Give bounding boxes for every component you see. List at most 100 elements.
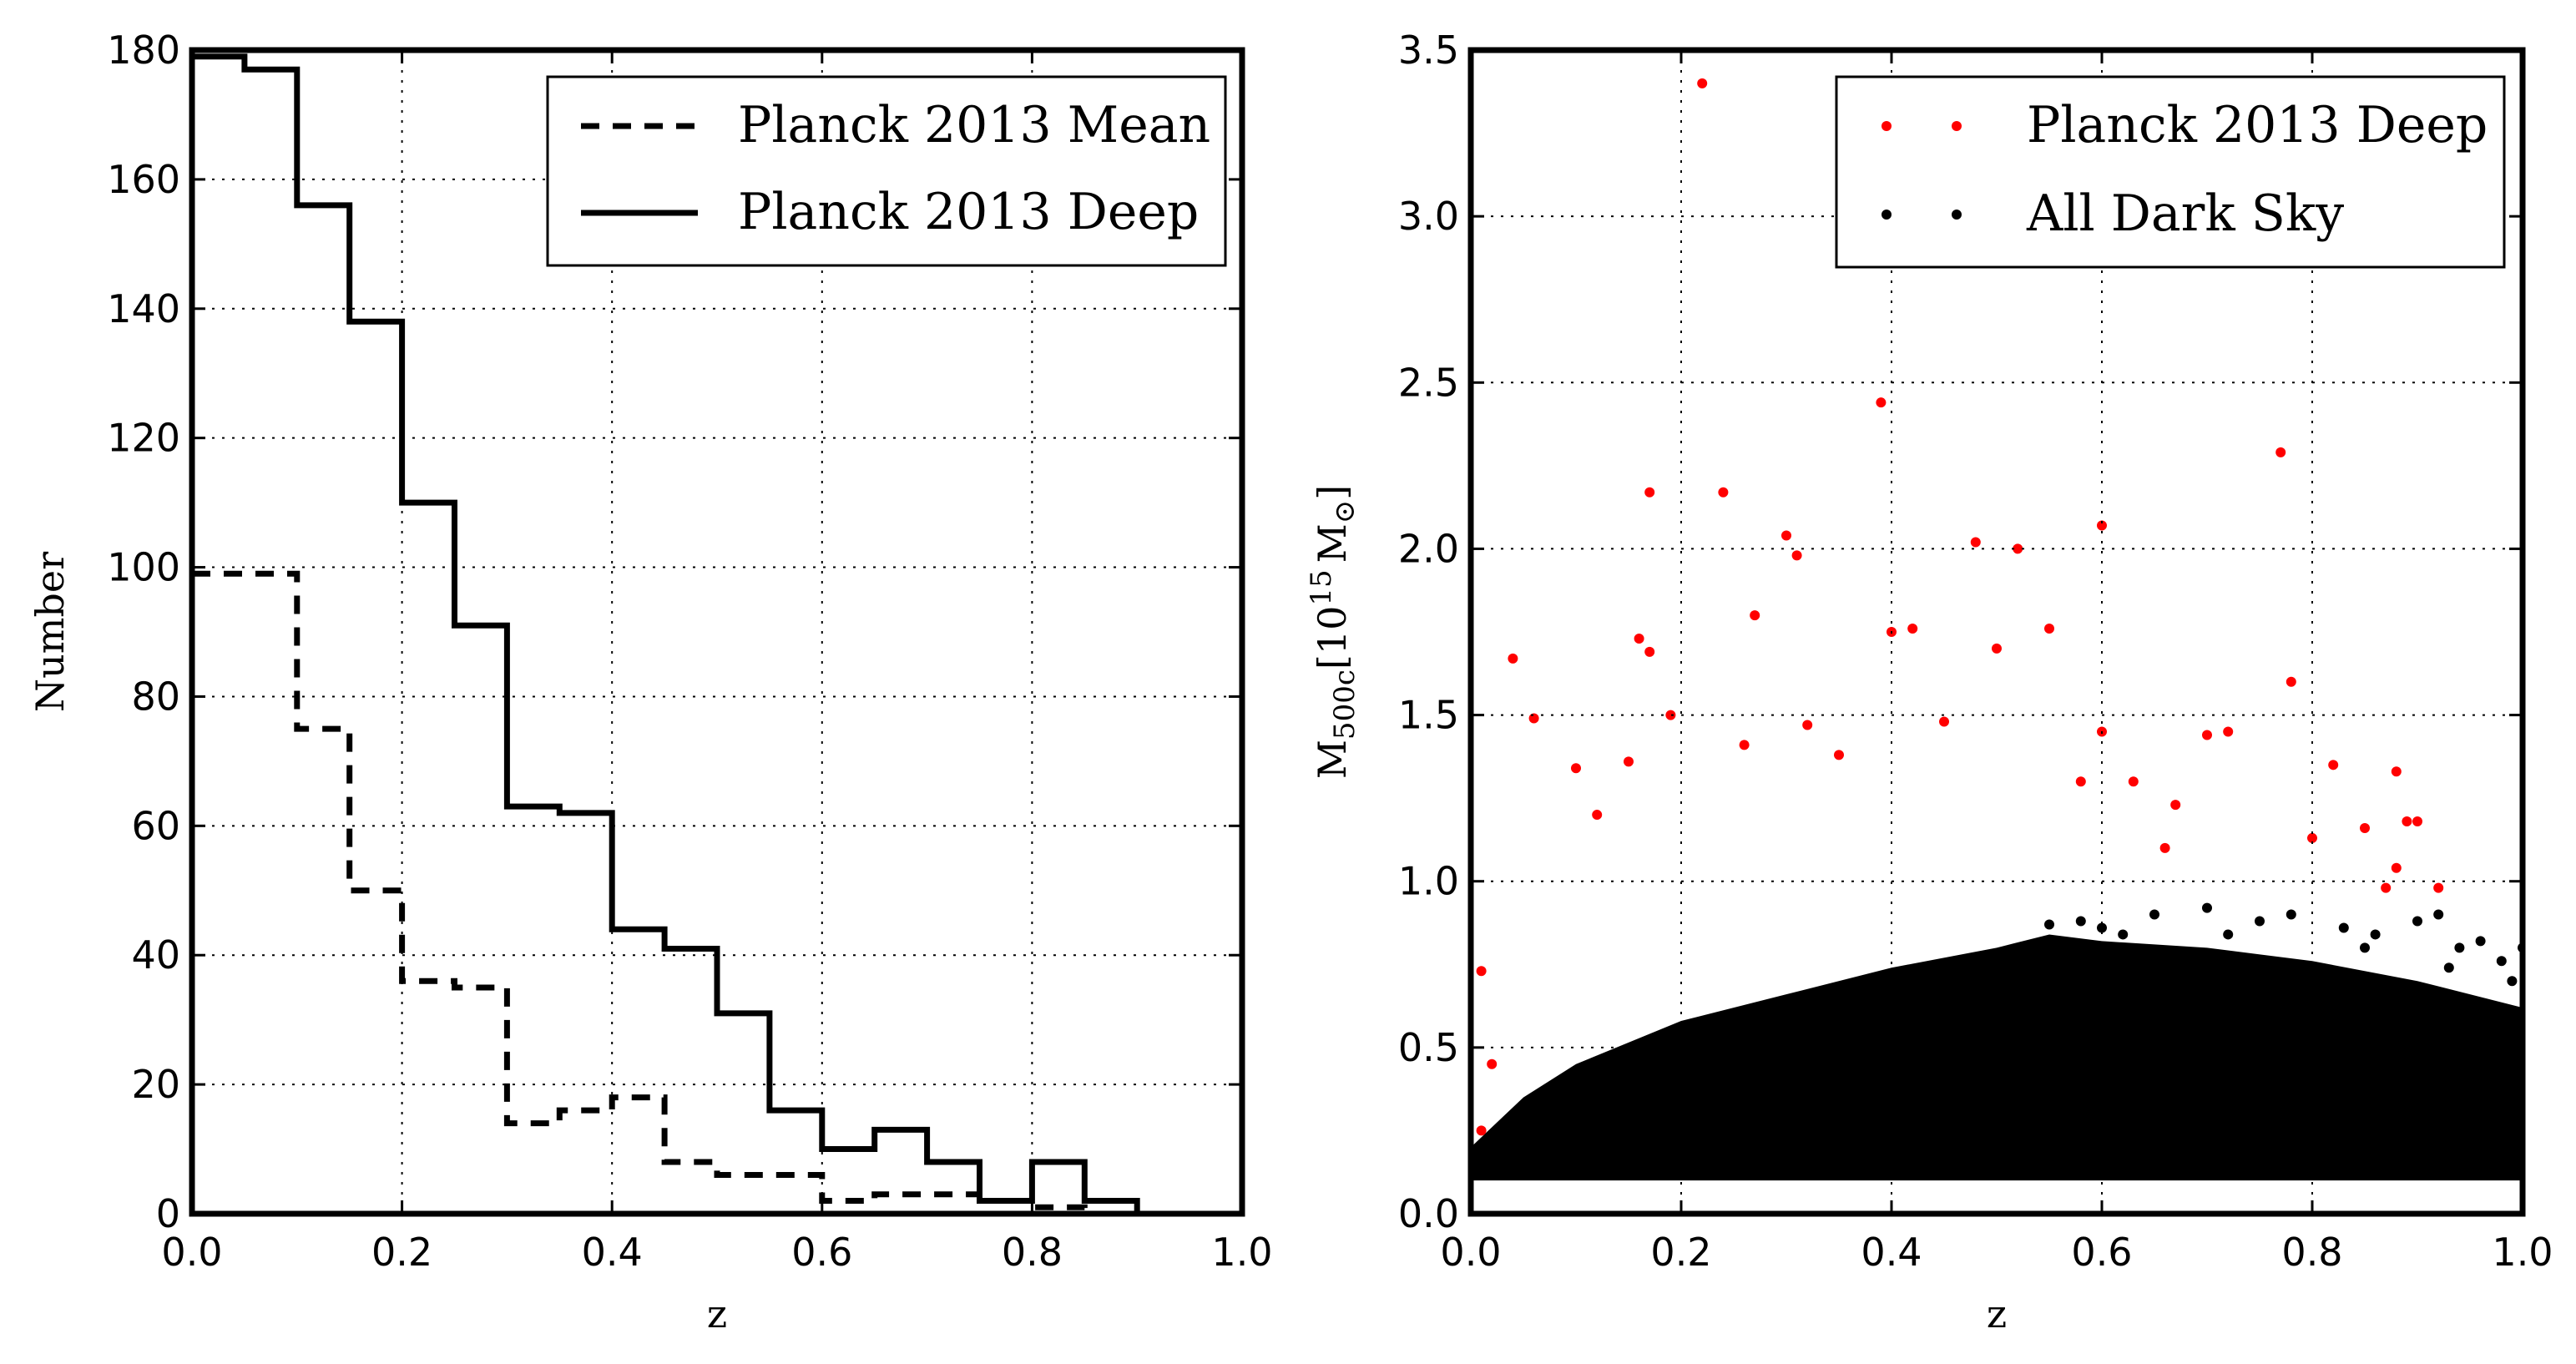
dark-sky-point-1: [2097, 922, 2107, 933]
planck-deep-point-7: [1791, 550, 1802, 561]
planck-deep-point-45: [2075, 776, 2086, 787]
scatter-y-tick-label: 3.5: [1398, 28, 1459, 73]
planck-deep-point-20: [1571, 763, 1581, 774]
scatter-x-axis-label: z: [1987, 1291, 2007, 1336]
hist-x-tick-label: 0.6: [791, 1230, 852, 1275]
histogram-y-tick-labels: 0 20 40 60 80 100 120 140 160 180: [107, 28, 180, 1236]
scatter-y-axis-label: M500c[1015M⊙]: [1305, 485, 1361, 779]
scatter-x-tick-label: 0.6: [2071, 1230, 2132, 1275]
planck-deep-point-28: [2328, 760, 2339, 770]
planck-deep-point-35: [2433, 882, 2444, 893]
dark-sky-point-9: [2433, 909, 2444, 920]
scatter-x-tick-labels: 0.0 0.2 0.4 0.6 0.8 1.0: [1440, 1230, 2553, 1275]
ylabel-unit-sub: ⊙: [1328, 500, 1361, 524]
planck-deep-point-26: [2202, 730, 2212, 740]
scatter-y-tick-label: 0.5: [1398, 1025, 1459, 1070]
legend-label-all-dark-sky: All Dark Sky: [2026, 184, 2344, 243]
scatter-y-tick-labels: 0.0 0.5 1.0 1.5 2.0 2.5 3.0 3.5: [1398, 28, 1459, 1236]
dark-sky-point-6: [2338, 922, 2349, 933]
planck-deep-point-4: [1718, 487, 1729, 498]
hist-y-tick-label: 0: [156, 1191, 180, 1236]
scatter-x-tick-label: 0.4: [1861, 1230, 1922, 1275]
planck-deep-point-36: [2381, 882, 2392, 893]
hist-y-tick-label: 140: [107, 286, 180, 331]
dark-sky-point-2: [2149, 909, 2159, 920]
histogram-legend: Planck 2013 Mean Planck 2013 Deep: [546, 75, 1227, 267]
scatter-x-tick-label: 0.8: [2281, 1230, 2342, 1275]
dark-sky-point-10: [2454, 942, 2465, 953]
hist-y-tick-label: 80: [131, 674, 180, 719]
dark-sky-point-12: [2496, 956, 2507, 967]
ylabel-unit: M: [1310, 523, 1355, 563]
dark-sky-point-5: [2286, 909, 2296, 920]
dark-sky-point-3: [2202, 902, 2212, 913]
dark-sky-point-4: [2255, 916, 2265, 927]
planck-deep-point-12: [1644, 646, 1655, 657]
planck-deep-point-10: [1750, 610, 1760, 621]
scatter-legend: Planck 2013 Deep All Dark Sky: [1835, 75, 2506, 269]
legend-label-planck-2013-deep-scatter: Planck 2013 Deep: [2027, 96, 2488, 154]
legend-marker-planck-2013-deep-2: [1952, 121, 1962, 131]
histogram-x-axis-label: z: [707, 1291, 727, 1336]
dark-sky-point-17: [2075, 916, 2086, 927]
ylabel-exp: 15: [1305, 569, 1338, 605]
scatter-y-tick-label: 0.0: [1398, 1191, 1459, 1236]
planck-deep-point-39: [1476, 966, 1487, 977]
planck-deep-point-38: [2128, 776, 2139, 787]
planck-deep-point-37: [2170, 800, 2181, 811]
scatter-panel: 0.0 0.2 0.4 0.6 0.8 1.0 0.0 0.5 1.0 1.5 2.0 2.5 3.0…: [1305, 28, 2553, 1336]
planck-deep-point-13: [1508, 653, 1518, 664]
dark-sky-point-15: [2223, 929, 2234, 940]
planck-deep-point-5: [2097, 520, 2107, 531]
planck-deep-point-9: [2013, 543, 2023, 554]
planck-deep-point-19: [1528, 713, 1539, 724]
planck-deep-point-6: [1781, 530, 1791, 541]
dark-sky-point-14: [2360, 942, 2370, 953]
planck-deep-point-40: [1487, 1058, 1498, 1069]
dark-sky-point-18: [2443, 962, 2454, 973]
planck-deep-point-24: [1939, 716, 1949, 727]
planck-deep-point-8: [1970, 537, 1981, 548]
series-points-all-dark-sky: [2044, 902, 2523, 987]
dark-sky-point-11: [2475, 936, 2486, 947]
legend-marker-all-dark-sky-1: [1881, 210, 1892, 220]
series-points-planck-2013-deep: [1476, 78, 2444, 1136]
scatter-x-tick-label: 1.0: [2492, 1230, 2553, 1275]
ylabel-main: M: [1310, 740, 1355, 779]
histogram-legend-box: [546, 75, 1227, 267]
hist-x-tick-label: 0.4: [582, 1230, 643, 1275]
dark-sky-point-8: [2412, 916, 2422, 927]
scatter-axes-frame: [1467, 47, 2526, 1217]
scatter-x-tick-label: 0.2: [1650, 1230, 1711, 1275]
planck-deep-point-0: [1697, 78, 1708, 88]
dark-sky-point-19: [2507, 976, 2518, 987]
legend-marker-planck-2013-deep-1: [1881, 121, 1892, 131]
planck-deep-point-17: [1992, 643, 2002, 654]
dark-sky-point-0: [2044, 919, 2054, 930]
series-line-planck-2013-mean: [192, 570, 1242, 1217]
scatter-x-tick-label: 0.0: [1440, 1230, 1501, 1275]
hist-x-tick-label: 0.2: [371, 1230, 432, 1275]
hist-y-tick-label: 40: [131, 932, 180, 978]
planck-deep-point-21: [1624, 756, 1634, 767]
dark-sky-point-16: [2118, 929, 2129, 940]
planck-deep-point-27: [2223, 726, 2234, 737]
planck-deep-point-34: [2391, 862, 2402, 873]
scatter-y-tick-label: 1.0: [1398, 859, 1459, 904]
planck-deep-point-44: [1592, 810, 1603, 821]
ylabel-sub: 500c: [1328, 669, 1361, 740]
hist-y-tick-label: 160: [107, 157, 180, 202]
hist-y-tick-label: 60: [131, 803, 180, 848]
hist-x-tick-label: 1.0: [1211, 1230, 1272, 1275]
histogram-y-axis-label: Number: [28, 552, 73, 712]
planck-deep-point-3: [1644, 487, 1655, 498]
legend-label-planck-2013-deep: Planck 2013 Deep: [738, 183, 1199, 241]
scatter-legend-box: [1835, 75, 2506, 269]
dark-sky-point-7: [2370, 929, 2381, 940]
planck-deep-point-23: [1802, 720, 1813, 730]
planck-deep-point-18: [2286, 676, 2296, 687]
planck-deep-point-22: [1665, 710, 1676, 720]
planck-deep-point-16: [2044, 624, 2054, 634]
planck-deep-point-1: [1876, 397, 1887, 408]
